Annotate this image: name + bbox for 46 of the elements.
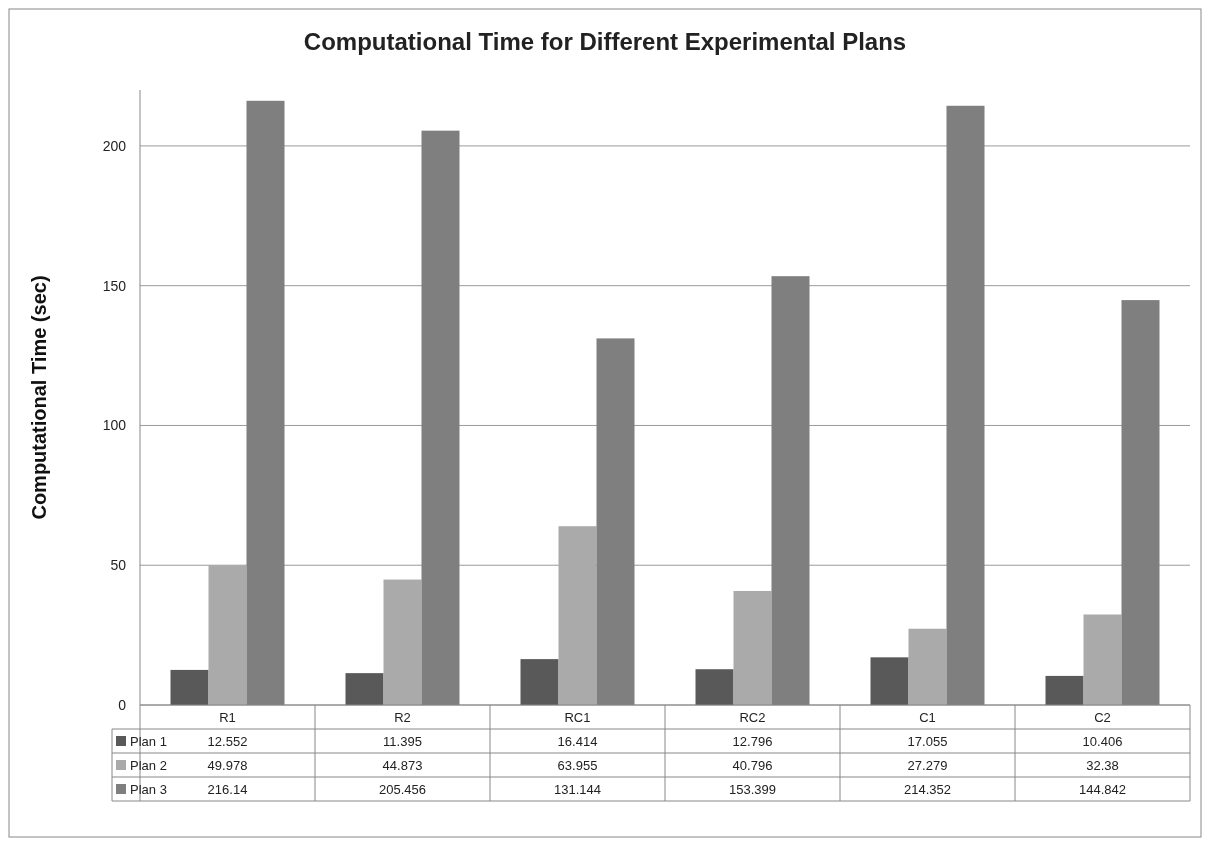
data-label: 144.842 [1079,782,1126,797]
bar [870,657,909,705]
data-label: 205.456 [379,782,426,797]
x-tick-label: R1 [219,710,236,725]
data-label: 49.978 [207,758,248,773]
data-label: 153.399 [729,782,776,797]
y-axis-title: Computational Time (sec) [28,275,50,520]
data-label: 214.352 [904,782,951,797]
bar [1083,614,1122,705]
y-tick-label: 200 [102,137,127,154]
data-label: 40.796 [732,758,773,773]
y-tick-label: 0 [118,697,127,713]
x-tick-label: C1 [919,710,936,725]
y-tick-label: 50 [110,557,127,574]
data-label: 16.414 [557,734,598,749]
bar [520,659,559,705]
data-label: 131.144 [554,782,601,797]
data-label: 32.38 [1086,758,1119,773]
legend-label: Plan 1 [130,734,167,749]
y-tick-label: 100 [102,417,127,434]
bar [383,579,422,705]
bar [908,628,947,705]
data-label: 216.14 [207,782,248,797]
data-label: 11.395 [383,734,422,749]
bar [345,673,384,705]
x-tick-label: RC2 [739,710,766,725]
data-label: 10.406 [1082,734,1123,749]
data-label: 12.796 [732,734,773,749]
data-label: 44.873 [382,758,423,773]
legend-label: Plan 2 [130,758,167,773]
bar [558,526,597,705]
data-label: 12.552 [207,734,248,749]
data-label: 63.955 [557,758,598,773]
x-tick-label: R2 [394,710,411,725]
bar [733,590,772,705]
bar [170,669,209,705]
chart-title: Computational Time for Different Experimental Plans [303,28,907,55]
x-tick-label: RC1 [564,710,591,725]
bar [208,565,247,705]
data-label: 27.279 [907,758,948,773]
data-label: 17.055 [907,734,948,749]
x-tick-label: C2 [1094,710,1111,725]
bar [1045,675,1084,705]
legend-label: Plan 3 [130,782,167,797]
bar [695,669,734,705]
y-tick-label: 150 [102,277,127,294]
